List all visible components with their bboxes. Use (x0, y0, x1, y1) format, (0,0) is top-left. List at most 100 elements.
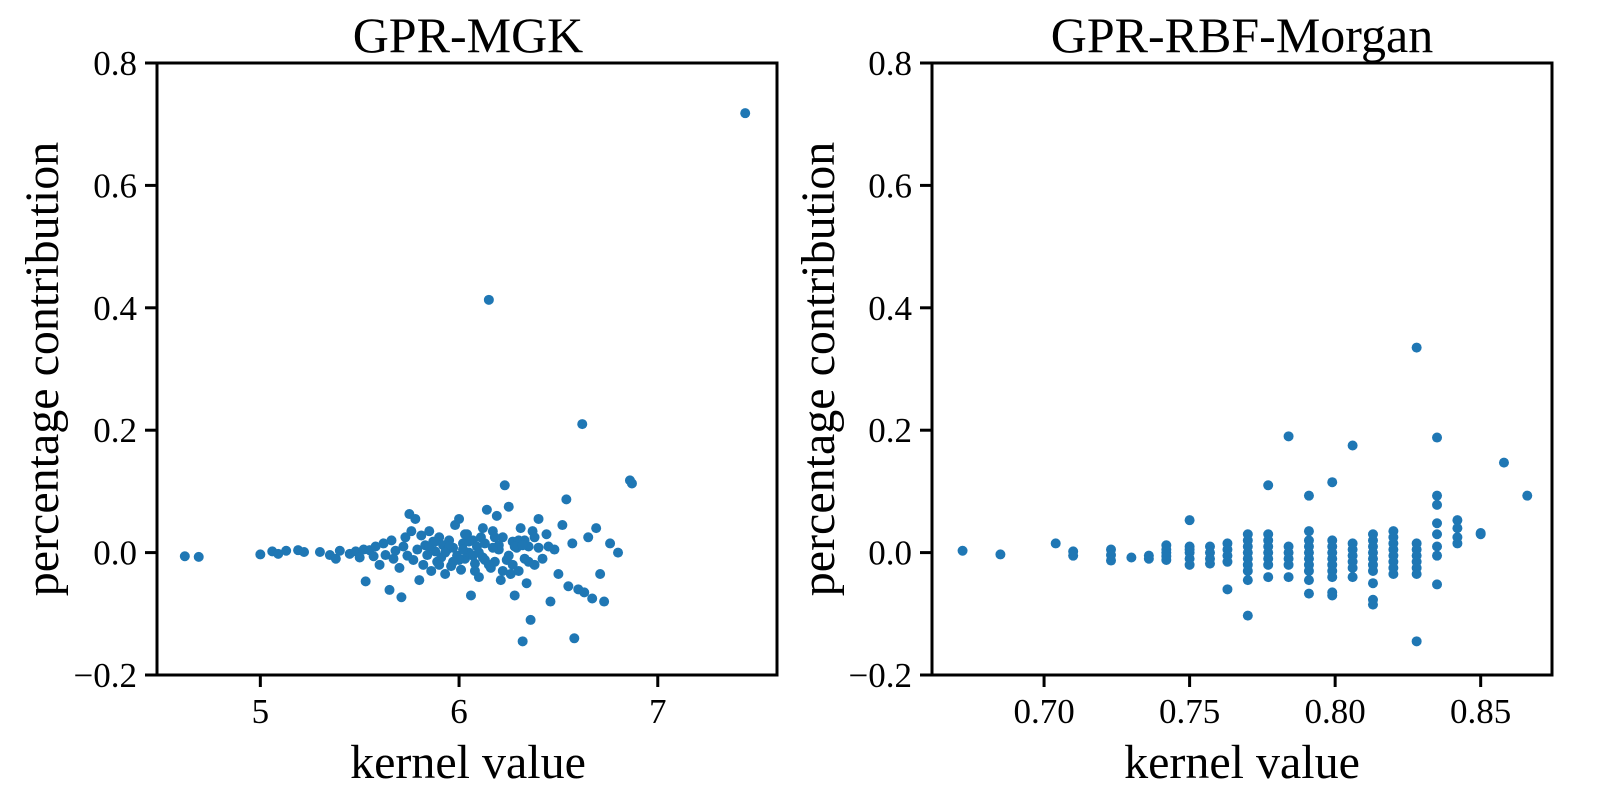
data-point (525, 614, 536, 625)
data-point (1222, 556, 1233, 567)
data-point (507, 559, 518, 570)
x-tick-label: 0.75 (1159, 692, 1220, 731)
data-point (479, 538, 490, 549)
data-point (1432, 529, 1443, 540)
y-tick-label: −0.2 (74, 656, 138, 695)
y-tick-label: 0.0 (868, 534, 912, 573)
y-axis-label: percentage contribution (792, 142, 845, 596)
data-point (281, 545, 292, 556)
data-point (1452, 515, 1463, 526)
data-point (599, 596, 610, 607)
data-point (505, 569, 516, 580)
data-point (503, 501, 514, 512)
data-point (553, 569, 564, 580)
data-point (314, 546, 325, 557)
y-axis-label: percentage contribution (16, 142, 69, 596)
data-point (1327, 572, 1338, 583)
data-point (448, 556, 459, 567)
data-point (299, 546, 310, 557)
data-point (567, 538, 578, 549)
data-point (1475, 529, 1486, 540)
data-point (460, 529, 471, 540)
data-point (1303, 490, 1314, 501)
data-point (543, 541, 554, 552)
data-point (499, 480, 510, 491)
data-point (1303, 588, 1314, 599)
data-point (537, 553, 548, 564)
data-point (1432, 579, 1443, 590)
data-point (273, 548, 284, 559)
x-axis-label: kernel value (350, 736, 586, 789)
data-point (378, 538, 389, 549)
data-point (193, 551, 204, 562)
y-tick-label: 0.4 (868, 289, 912, 328)
data-point (412, 544, 423, 555)
data-point (495, 575, 506, 586)
x-tick-label: 0.85 (1450, 692, 1511, 731)
data-point (626, 478, 637, 489)
data-point (430, 536, 441, 547)
data-point (1050, 538, 1061, 549)
data-point (1303, 575, 1314, 586)
data-point (1411, 636, 1422, 647)
y-tick-label: −0.2 (849, 656, 913, 695)
data-point (1452, 538, 1463, 549)
data-point (1347, 562, 1358, 573)
data-point (605, 538, 616, 549)
data-point (1452, 523, 1463, 534)
x-tick-label: 0.80 (1305, 692, 1366, 731)
x-axis-label: kernel value (1124, 736, 1360, 789)
data-point (380, 550, 391, 561)
data-point (424, 526, 435, 537)
data-point (1432, 550, 1443, 561)
data-point (1184, 515, 1195, 526)
data-point (1204, 558, 1215, 569)
data-point (529, 532, 540, 543)
data-point (1263, 480, 1274, 491)
data-point (426, 565, 437, 576)
data-point (469, 565, 480, 576)
data-point (477, 523, 488, 534)
data-point (1303, 565, 1314, 576)
data-point (541, 529, 552, 540)
data-point (388, 553, 399, 564)
data-point (557, 520, 568, 531)
data-point (1432, 499, 1443, 510)
data-point (513, 565, 524, 576)
data-point (509, 590, 520, 601)
data-point (1242, 610, 1253, 621)
data-point (398, 541, 409, 552)
data-point (456, 564, 467, 575)
data-point (481, 504, 492, 515)
x-tick-label: 6 (450, 692, 468, 731)
x-tick-label: 5 (252, 692, 270, 731)
data-point (394, 562, 405, 573)
data-point (386, 535, 397, 546)
data-point (1222, 584, 1233, 595)
x-tick-label: 0.70 (1013, 692, 1074, 731)
data-point (577, 419, 588, 430)
data-point (1432, 518, 1443, 529)
data-point (497, 532, 508, 543)
data-point (469, 558, 480, 569)
chart-panel-gpr-mgk: GPR-MGK kernel value percentage contribu… (16, 7, 779, 789)
data-point (179, 551, 190, 562)
data-point (1522, 490, 1533, 501)
data-point (1283, 572, 1294, 583)
axis-ticks: 5 6 7 −0.2 0.0 0.2 0.4 0.6 0.8 (74, 44, 667, 731)
data-point (479, 554, 490, 565)
data-point (1367, 578, 1378, 589)
data-point (579, 587, 590, 598)
data-point (489, 532, 500, 543)
data-point (467, 550, 478, 561)
data-point (503, 550, 514, 561)
data-point (1126, 552, 1137, 563)
data-point (1367, 599, 1378, 610)
data-point (1432, 432, 1443, 443)
data-point (957, 545, 968, 556)
data-point (1432, 541, 1443, 552)
y-tick-label: 0.2 (93, 411, 137, 450)
data-point (368, 551, 379, 562)
data-point (491, 510, 502, 521)
